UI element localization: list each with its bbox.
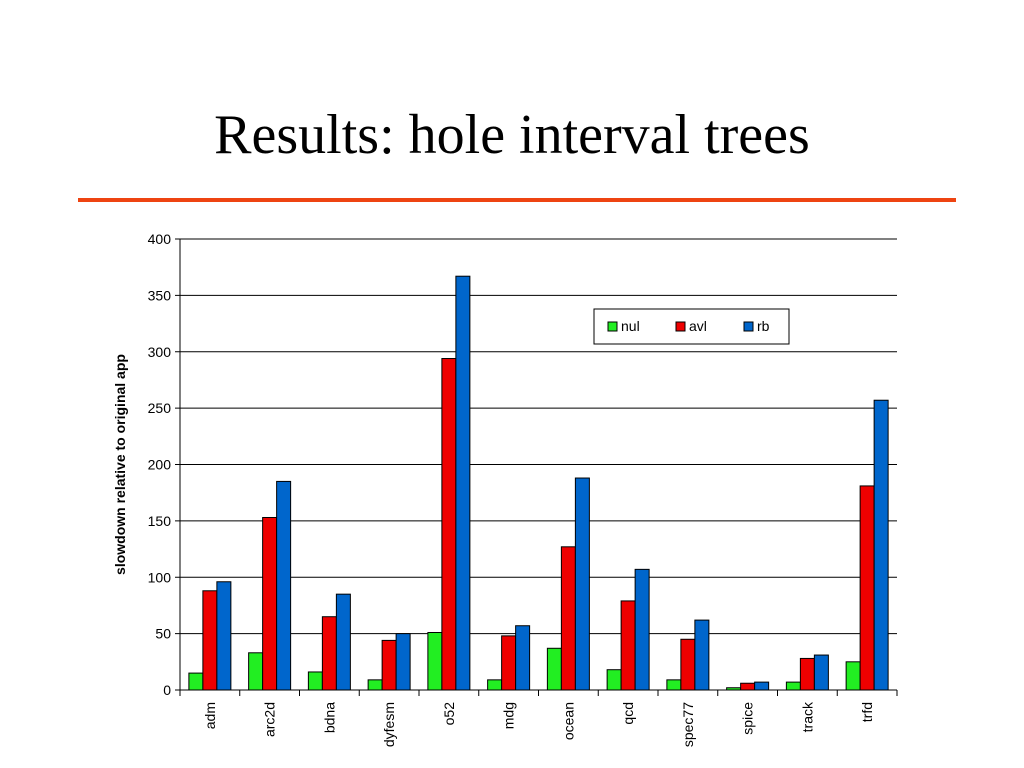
y-tick-label: 200 — [148, 457, 172, 473]
bar-rb-ocean — [574, 477, 590, 691]
legend-box — [593, 308, 790, 345]
y-tick-label: 350 — [148, 287, 172, 303]
bar-rb-track — [813, 654, 829, 691]
bar-rb-arc2d — [276, 480, 292, 691]
bar-rb-trfd — [873, 399, 889, 691]
bar-avl-trfd — [859, 485, 875, 691]
y-tick-label: 50 — [155, 626, 171, 642]
bar-avl-mdg — [501, 635, 517, 691]
bar-rb-spice — [754, 681, 770, 691]
bar-rb-qcd — [634, 568, 650, 691]
x-tick-label: spice — [740, 702, 756, 735]
bar-avl-spice — [740, 682, 756, 691]
x-tick-label: qcd — [620, 702, 636, 725]
legend-label-rb: rb — [757, 318, 770, 334]
y-axis-label: slowdown relative to original app — [112, 354, 128, 575]
bar-avl-arc2d — [262, 516, 278, 691]
x-tick-label: trfd — [859, 702, 875, 722]
bar-rb-spec77 — [694, 619, 710, 691]
title-underline — [78, 198, 956, 202]
bar-nul-bdna — [307, 671, 323, 691]
bar-rb-mdg — [515, 625, 531, 691]
y-tick-label: 0 — [163, 682, 171, 698]
x-tick-label: ocean — [560, 702, 576, 740]
legend-label-avl: avl — [689, 318, 707, 334]
y-tick-label: 100 — [148, 569, 172, 585]
bar-avl-o52 — [441, 358, 457, 691]
y-tick-label: 250 — [148, 400, 172, 416]
bar-avl-dyfesm — [381, 639, 397, 691]
y-tick-label: 400 — [148, 231, 172, 247]
bar-rb-dyfesm — [395, 633, 411, 691]
bar-nul-o52 — [427, 631, 443, 691]
x-tick-label: track — [799, 701, 815, 732]
y-tick-label: 300 — [148, 344, 172, 360]
bar-nul-ocean — [546, 647, 562, 691]
legend-label-nul: nul — [621, 318, 640, 334]
bar-nul-qcd — [606, 669, 622, 691]
legend-swatch-nul — [607, 321, 618, 332]
bar-avl-track — [799, 657, 815, 691]
bar-nul-adm — [188, 672, 204, 691]
bar-avl-ocean — [560, 546, 576, 691]
x-tick-label: mdg — [501, 702, 517, 729]
legend: nul avl rb — [593, 308, 790, 345]
legend-swatch-rb — [743, 321, 754, 332]
bar-nul-dyfesm — [367, 679, 383, 691]
x-tick-label: dyfesm — [381, 702, 397, 747]
bar-nul-mdg — [487, 679, 503, 691]
bar-avl-bdna — [321, 616, 337, 691]
gridlines — [180, 238, 897, 635]
axes — [175, 238, 898, 696]
y-tick-label: 150 — [148, 513, 172, 529]
x-tick-label: o52 — [441, 702, 457, 726]
x-tick-label: arc2d — [262, 702, 278, 737]
bar-nul-arc2d — [248, 652, 264, 691]
x-tick-label: bdna — [321, 702, 337, 733]
bar-nul-track — [785, 681, 801, 691]
bar-avl-adm — [202, 590, 218, 691]
bar-nul-trfd — [845, 661, 861, 691]
x-tick-label: adm — [202, 702, 218, 729]
bar-rb-bdna — [335, 593, 351, 691]
bars — [188, 275, 889, 691]
legend-swatch-avl — [675, 321, 686, 332]
bar-rb-o52 — [455, 275, 471, 691]
bar-avl-qcd — [620, 600, 636, 691]
slide-title: Results: hole interval trees — [214, 104, 810, 166]
x-tick-label: spec77 — [680, 702, 696, 747]
bar-avl-spec77 — [680, 638, 696, 691]
axis-labels: 0 50 100 150 200 250 300 350 400 adm arc2d bdna dyfe… — [148, 231, 875, 747]
bar-rb-adm — [216, 581, 232, 691]
bar-nul-spec77 — [666, 679, 682, 691]
